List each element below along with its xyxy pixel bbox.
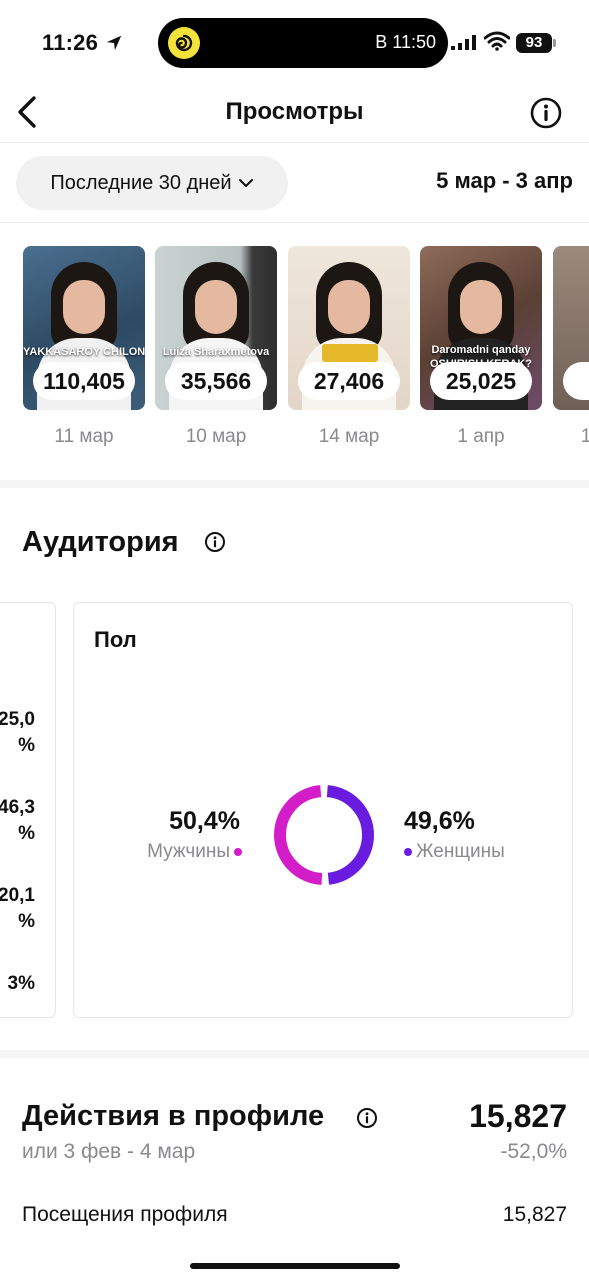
page-header: Просмотры [0, 88, 589, 140]
thumb-person-face [63, 280, 105, 334]
video-date: 11 мар [54, 426, 114, 447]
section-separator [0, 1050, 589, 1058]
battery-tip [553, 39, 556, 47]
home-indicator[interactable] [190, 1263, 400, 1269]
male-label: Мужчины [147, 841, 230, 862]
info-icon[interactable] [529, 96, 563, 130]
thumb-caption: Daromadni qanday [431, 344, 531, 356]
bottom-area [0, 1230, 589, 1280]
profile-actions-title: Действия в профиле [22, 1100, 325, 1132]
male-legend-dot [234, 848, 242, 856]
age-card[interactable]: 25,0 % 46,3 % 20,1 % 3% [0, 602, 56, 1018]
video-card[interactable]: Luiza Sharaxmetova 35,566 [155, 246, 277, 410]
video-date: 1 [580, 426, 589, 447]
video-card[interactable]: 19 [553, 246, 589, 410]
header-divider [0, 142, 589, 143]
female-label: Женщины [416, 841, 505, 862]
island-text: В 11:50 [375, 32, 436, 52]
video-date: 14 мар [318, 426, 380, 447]
age-value: 25,0 % [0, 709, 35, 756]
wifi-icon [484, 31, 510, 51]
page-title: Просмотры [225, 98, 364, 125]
video-views: 110,405 [33, 362, 135, 400]
video-views: 25,025 [430, 362, 532, 400]
thumb-yellow-label [322, 344, 378, 362]
battery-icon: 93 [516, 33, 552, 53]
female-legend-dot [404, 848, 412, 856]
gender-donut-chart [274, 785, 374, 885]
compare-period: или 3 фев - 4 мар [22, 1140, 196, 1163]
video-views: 35,566 [165, 362, 267, 400]
gender-title: Пол [94, 627, 137, 652]
video-card[interactable]: Daromadni qanday OSHIRISH KERAK? 25,025 [420, 246, 542, 410]
filter-divider [0, 222, 589, 223]
location-arrow-icon [106, 35, 122, 51]
female-arc [326, 785, 374, 885]
profile-visits-label: Посещения профиля [22, 1203, 228, 1226]
gender-card[interactable]: Пол 50,4% Мужчины 49,6% Женщины [73, 602, 573, 1018]
video-date: 1 апр [457, 426, 505, 447]
status-time: 11:26 [42, 30, 99, 55]
status-bar: 11:26 В 11:50 93 [0, 0, 589, 88]
info-icon[interactable] [204, 531, 226, 553]
change-percent: -52,0% [500, 1140, 567, 1163]
male-percent: 50,4% [169, 807, 240, 835]
back-chevron-icon[interactable] [14, 94, 42, 130]
signal-icon [451, 35, 476, 50]
audience-title: Аудитория [22, 526, 179, 558]
video-views: 19 [563, 362, 589, 400]
app-logo-icon [168, 27, 200, 59]
thumb-person-face [460, 280, 502, 334]
thumb-caption: Luiza Sharaxmetova [162, 346, 270, 358]
info-icon[interactable] [356, 1107, 378, 1129]
period-dropdown[interactable]: Последние 30 дней [16, 156, 288, 210]
date-range: 5 мар - 3 апр [436, 168, 573, 193]
chevron-down-icon [238, 179, 253, 187]
top-videos-list: YAKKASAROY CHILONZOR 110,405 11 мар Luiz… [0, 222, 589, 482]
period-label: Последние 30 дней [50, 171, 232, 194]
thumb-person-face [195, 280, 237, 334]
age-value: 46,3 % [0, 797, 35, 844]
profile-actions-total: 15,827 [469, 1098, 567, 1134]
age-value: 3% [7, 973, 35, 994]
video-views: 27,406 [298, 362, 400, 400]
video-date: 10 мар [185, 426, 247, 447]
thumb-caption: YAKKASAROY CHILONZOR [23, 346, 145, 358]
age-value: 20,1 % [0, 885, 35, 932]
female-percent: 49,6% [404, 807, 475, 835]
dynamic-island[interactable]: В 11:50 [158, 18, 448, 68]
thumb-person-face [328, 280, 370, 334]
section-separator [0, 480, 589, 488]
male-arc [274, 785, 323, 885]
video-card[interactable]: 27,406 [288, 246, 410, 410]
video-card[interactable]: YAKKASAROY CHILONZOR 110,405 [23, 246, 145, 410]
profile-visits-value: 15,827 [502, 1203, 567, 1226]
